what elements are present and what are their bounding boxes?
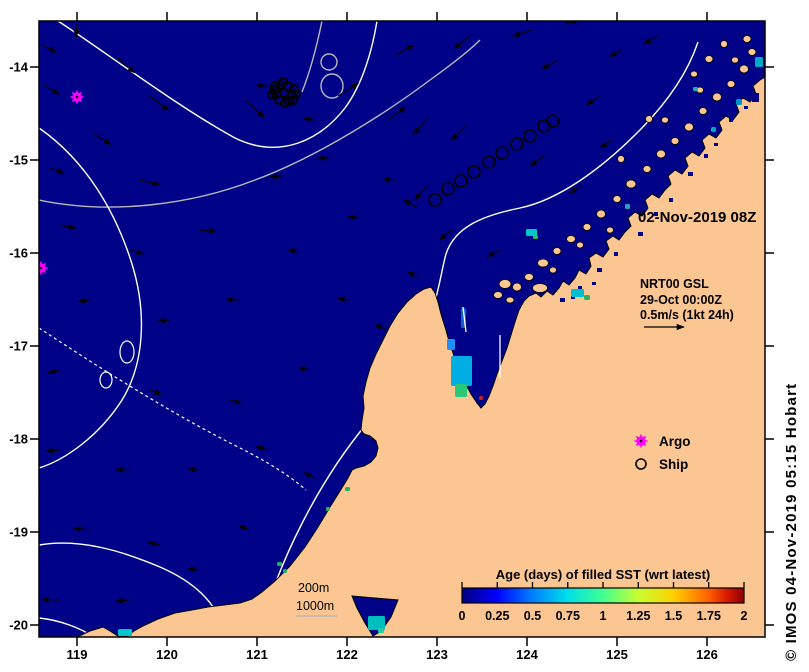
- svg-text:126: 126: [696, 647, 718, 662]
- svg-text:0.25: 0.25: [485, 609, 509, 623]
- y-axis-labels: -14 -15 -16 -17 -18 -19 -20: [9, 60, 29, 633]
- colorbar-title: Age (days) of filled SST (wrt latest): [496, 567, 711, 582]
- islands: [493, 35, 757, 304]
- colorbar-gradient-bar: [461, 587, 745, 604]
- argo-legend-icon: [634, 434, 648, 448]
- depth-contour-legend: 200m 1000m: [296, 581, 337, 617]
- svg-text:-16: -16: [9, 246, 28, 261]
- bathymetry-contours: [39, 21, 699, 637]
- ship-legend-label: Ship: [659, 457, 688, 472]
- ref-vector-line2: 29-Oct 00:00Z: [640, 293, 722, 307]
- argo-legend-label: Argo: [659, 434, 691, 449]
- argo-float-markers: [39, 90, 84, 275]
- svg-text:-15: -15: [9, 153, 28, 168]
- svg-text:1.75: 1.75: [697, 609, 721, 623]
- svg-text:125: 125: [606, 647, 628, 662]
- svg-text:1: 1: [600, 609, 607, 623]
- svg-text:120: 120: [156, 647, 178, 662]
- svg-text:-20: -20: [9, 618, 28, 633]
- svg-text:0.75: 0.75: [556, 609, 580, 623]
- depth-200m-label: 200m: [298, 581, 329, 595]
- svg-text:1.5: 1.5: [665, 609, 682, 623]
- svg-text:124: 124: [516, 647, 538, 662]
- plot-frame: [38, 20, 766, 638]
- map-plot-area: [39, 21, 765, 637]
- svg-text:-19: -19: [9, 525, 28, 540]
- depth-1000m-label: 1000m: [296, 599, 334, 613]
- svg-text:121: 121: [246, 647, 268, 662]
- svg-text:0: 0: [459, 609, 466, 623]
- ship-legend-icon: [635, 458, 647, 470]
- x-axis-labels: 119 120 121 122 123 124 125 126: [67, 647, 718, 662]
- svg-text:119: 119: [67, 647, 88, 662]
- ship-observations: [267, 77, 560, 207]
- ref-vector-line1: NRT00 GSL: [640, 277, 709, 291]
- axis-ticks: [30, 12, 774, 646]
- reference-vector-block: NRT00 GSL 29-Oct 00:00Z 0.5m/s (1kt 24h): [640, 277, 734, 331]
- svg-text:-17: -17: [9, 339, 28, 354]
- marker-legend: Argo Ship: [634, 434, 691, 472]
- colorbar-ticks: [461, 582, 745, 588]
- colorbar-tick-labels: 0 0.25 0.5 0.75 1 1.25 1.5 1.75 2: [459, 609, 748, 623]
- current-vectors: [39, 21, 659, 604]
- svg-text:-14: -14: [9, 60, 29, 75]
- svg-text:1.25: 1.25: [626, 609, 650, 623]
- copyright-credit: © IMOS 04-Nov-2019 05:15 Hobart: [783, 383, 800, 661]
- svg-text:-18: -18: [9, 432, 28, 447]
- svg-text:122: 122: [336, 647, 358, 662]
- sst-age-patches: [118, 57, 763, 636]
- ref-vector-line3: 0.5m/s (1kt 24h): [640, 308, 734, 322]
- svg-text:123: 123: [426, 647, 448, 662]
- date-label: 02-Nov-2019 08Z: [638, 209, 756, 226]
- svg-text:0.5: 0.5: [524, 609, 541, 623]
- svg-text:2: 2: [741, 609, 748, 623]
